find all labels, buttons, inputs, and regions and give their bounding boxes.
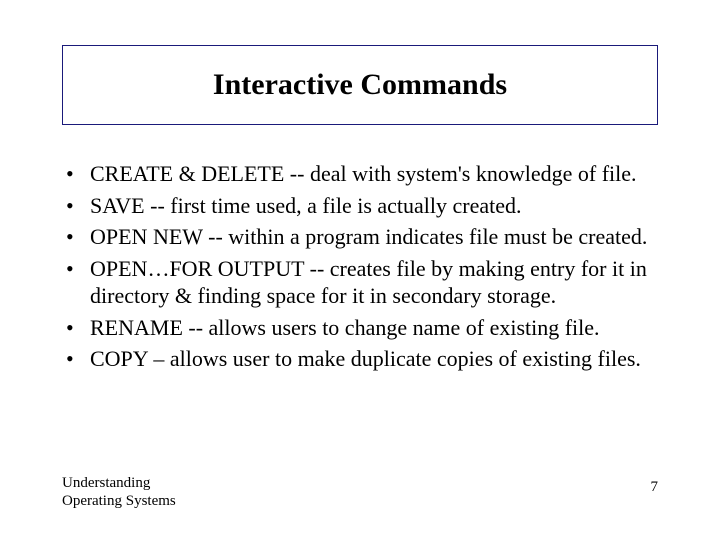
page-number: 7 [651,479,659,496]
footer-line-2: Operating Systems [62,492,176,510]
list-item: COPY – allows user to make duplicate cop… [62,345,662,373]
bullet-list: CREATE & DELETE -- deal with system's kn… [62,160,662,373]
list-item: OPEN…FOR OUTPUT -- creates file by makin… [62,255,662,310]
slide-title: Interactive Commands [213,68,507,102]
list-item: SAVE -- first time used, a file is actua… [62,192,662,220]
list-item: CREATE & DELETE -- deal with system's kn… [62,160,662,188]
list-item: RENAME -- allows users to change name of… [62,314,662,342]
footer-line-1: Understanding [62,474,176,492]
footer-source: Understanding Operating Systems [62,474,176,510]
title-container: Interactive Commands [62,45,658,125]
body-content: CREATE & DELETE -- deal with system's kn… [62,160,662,377]
list-item: OPEN NEW -- within a program indicates f… [62,223,662,251]
slide: Interactive Commands CREATE & DELETE -- … [0,0,720,540]
